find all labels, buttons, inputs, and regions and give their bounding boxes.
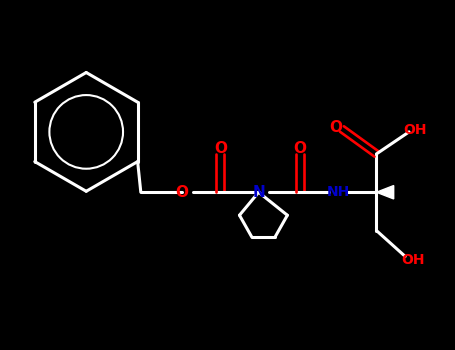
Polygon shape bbox=[376, 186, 394, 199]
Text: O: O bbox=[176, 185, 188, 200]
Text: NH: NH bbox=[327, 185, 350, 199]
Text: N: N bbox=[252, 185, 265, 200]
Text: O: O bbox=[293, 141, 306, 156]
Text: OH: OH bbox=[401, 253, 425, 267]
Text: O: O bbox=[214, 141, 227, 156]
Text: OH: OH bbox=[403, 123, 426, 137]
Text: O: O bbox=[330, 120, 343, 135]
